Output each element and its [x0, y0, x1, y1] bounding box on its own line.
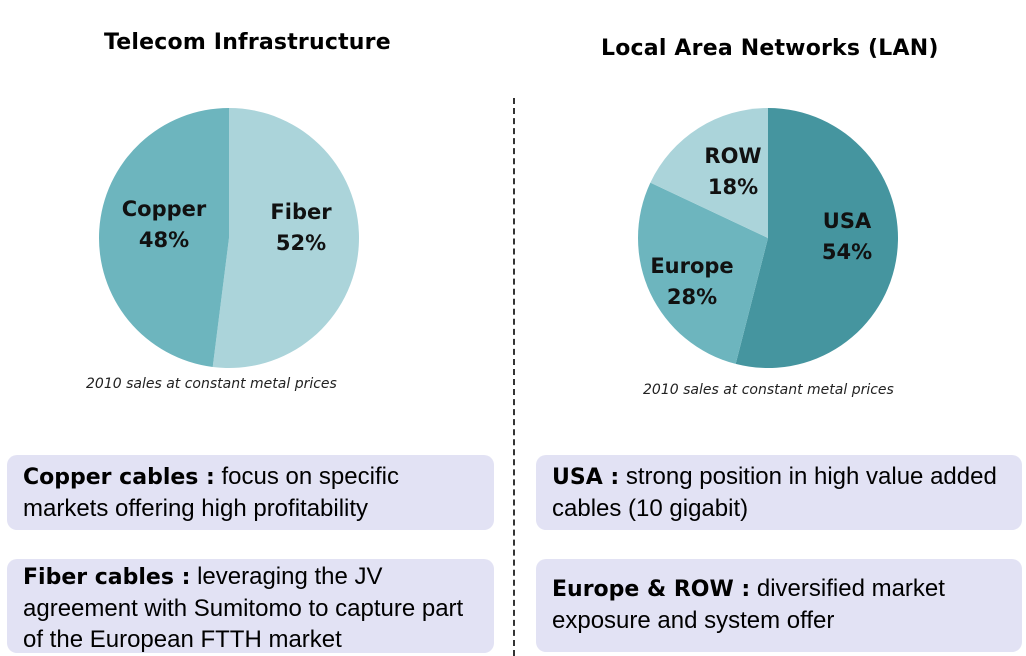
pie-chart-telecom: Fiber 52% Copper 48%	[98, 108, 359, 368]
slice-value-copper: 48%	[139, 228, 189, 252]
pie-slice-usa	[735, 108, 898, 368]
note-heading: Fiber cables :	[23, 565, 191, 590]
note-text: focus on specific markets offering high …	[23, 463, 399, 522]
note-usa: USA : strong position in high value adde…	[536, 455, 1022, 530]
slice-name-row: ROW	[704, 144, 761, 168]
dashed-divider	[513, 98, 515, 656]
slice-value-fiber: 52%	[276, 231, 326, 255]
slice-name-europe: Europe	[650, 254, 733, 278]
note-fiber-cables: Fiber cables : leveraging the JV agreeme…	[7, 559, 494, 653]
pie-slice-copper	[98, 108, 229, 367]
caption-lan: 2010 sales at constant metal prices	[643, 382, 894, 398]
note-europe-row: Europe & ROW : diversified market exposu…	[536, 559, 1022, 652]
note-heading: Europe & ROW :	[552, 577, 751, 602]
slice-value-row: 18%	[708, 175, 758, 199]
note-copper-cables: Copper cables : focus on specific market…	[7, 455, 494, 530]
pie-slice-row	[650, 108, 768, 238]
slice-name-fiber: Fiber	[270, 200, 332, 224]
slice-value-usa: 54%	[822, 240, 872, 264]
pie-slice-europe	[638, 182, 768, 364]
note-text: strong position in high value added cabl…	[552, 463, 997, 522]
slice-name-usa: USA	[823, 209, 872, 233]
slice-name-copper: Copper	[122, 197, 207, 221]
note-text: leveraging the JV agreement with Sumitom…	[23, 563, 464, 653]
chart-title-lan: Local Area Networks (LAN)	[601, 36, 939, 61]
slice-value-europe: 28%	[667, 285, 717, 309]
pie-chart-lan: USA 54% Europe 28% ROW 18%	[638, 108, 898, 368]
caption-telecom: 2010 sales at constant metal prices	[86, 376, 337, 392]
note-heading: USA :	[552, 465, 620, 490]
pie-slice-fiber	[212, 108, 359, 368]
note-text: diversified market exposure and system o…	[552, 575, 945, 634]
note-heading: Copper cables :	[23, 465, 215, 490]
chart-title-telecom: Telecom Infrastructure	[104, 30, 391, 55]
